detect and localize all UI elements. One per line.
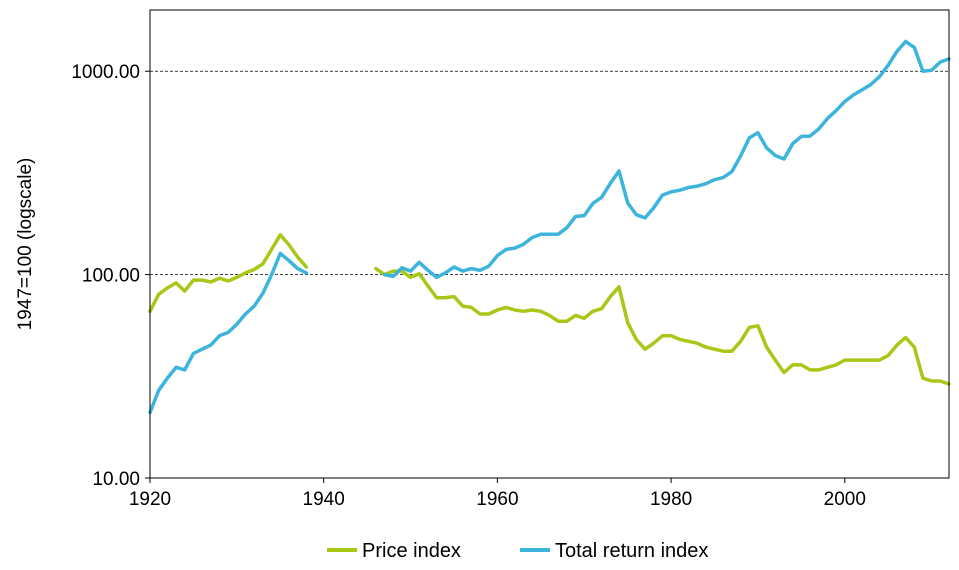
x-tick-label: 1920 bbox=[129, 489, 171, 510]
x-tick-label: 1980 bbox=[650, 489, 692, 510]
y-tick-label: 10.00 bbox=[92, 469, 140, 490]
legend-label: Total return index bbox=[555, 540, 708, 562]
legend: Price index Total return index bbox=[327, 540, 708, 562]
x-tick-label: 1960 bbox=[476, 489, 518, 510]
x-tick-label: 2000 bbox=[824, 489, 866, 510]
y-tick-label: 100.00 bbox=[82, 266, 140, 287]
y-axis-title: 1947=100 (logscale) bbox=[15, 158, 36, 331]
series-price-index bbox=[148, 233, 951, 386]
y-tick-label: 1000.00 bbox=[71, 62, 140, 83]
series-total-return-index bbox=[148, 39, 951, 415]
series-lines bbox=[148, 39, 951, 415]
x-tick-label: 1940 bbox=[303, 489, 345, 510]
plot-frame bbox=[149, 9, 950, 479]
series-line bbox=[148, 233, 309, 314]
axis-ticks: 1920 1940 1960 1980 2000 10.00 100.00 1000.00 bbox=[71, 62, 866, 510]
gridlines bbox=[150, 70, 949, 276]
legend-label: Price index bbox=[362, 540, 461, 562]
series-line bbox=[382, 39, 951, 280]
series-line bbox=[374, 266, 951, 386]
series-line bbox=[148, 251, 309, 415]
